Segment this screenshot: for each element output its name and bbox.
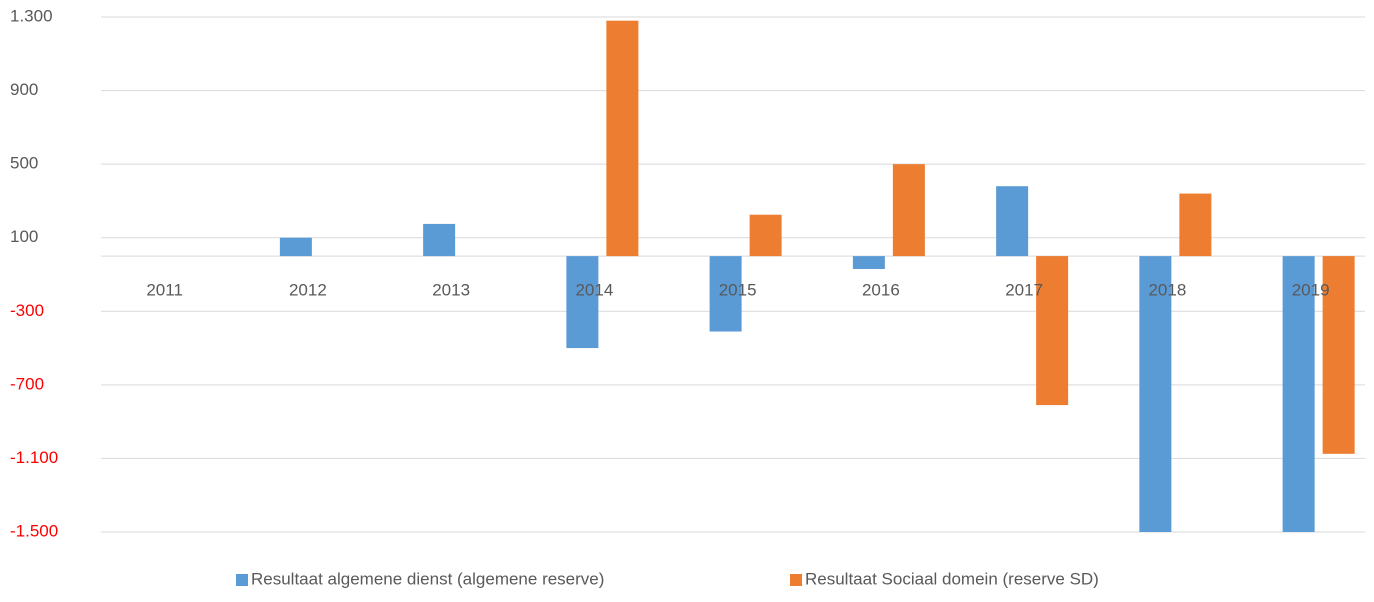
bar: [566, 256, 599, 349]
y-tick-label: -1.500: [10, 521, 58, 540]
legend-swatch: [790, 574, 802, 586]
bar: [606, 20, 639, 257]
x-tick-label: 2019: [1292, 281, 1330, 300]
x-tick-label: 2012: [289, 281, 327, 300]
x-tick-label: 2014: [575, 281, 613, 300]
y-tick-label: 1.300: [10, 6, 53, 25]
legend-label: Resultaat algemene dienst (algemene rese…: [251, 569, 604, 588]
bar: [709, 256, 742, 332]
y-tick-label: -700: [10, 374, 44, 393]
y-tick-label: 500: [10, 154, 38, 173]
x-tick-label: 2013: [432, 281, 470, 300]
x-tick-label: 2017: [1005, 281, 1043, 300]
bar: [996, 186, 1029, 257]
bar: [1282, 256, 1315, 532]
x-tick-label: 2016: [862, 281, 900, 300]
bar: [1179, 193, 1212, 257]
bar: [279, 237, 312, 257]
bar: [423, 223, 456, 257]
y-tick-label: -300: [10, 301, 44, 320]
y-tick-label: 100: [10, 227, 38, 246]
x-tick-label: 2015: [719, 281, 757, 300]
bar: [852, 256, 885, 269]
x-tick-label: 2018: [1148, 281, 1186, 300]
y-tick-label: -1.100: [10, 448, 58, 467]
bar: [749, 214, 782, 257]
bar: [1036, 256, 1069, 406]
bar: [1139, 256, 1172, 532]
x-tick-label: 2011: [146, 281, 183, 300]
legend-swatch: [236, 574, 248, 586]
y-tick-label: 900: [10, 80, 38, 99]
legend-label: Resultaat Sociaal domein (reserve SD): [805, 569, 1099, 588]
bar: [1322, 256, 1355, 454]
bar: [892, 164, 925, 257]
